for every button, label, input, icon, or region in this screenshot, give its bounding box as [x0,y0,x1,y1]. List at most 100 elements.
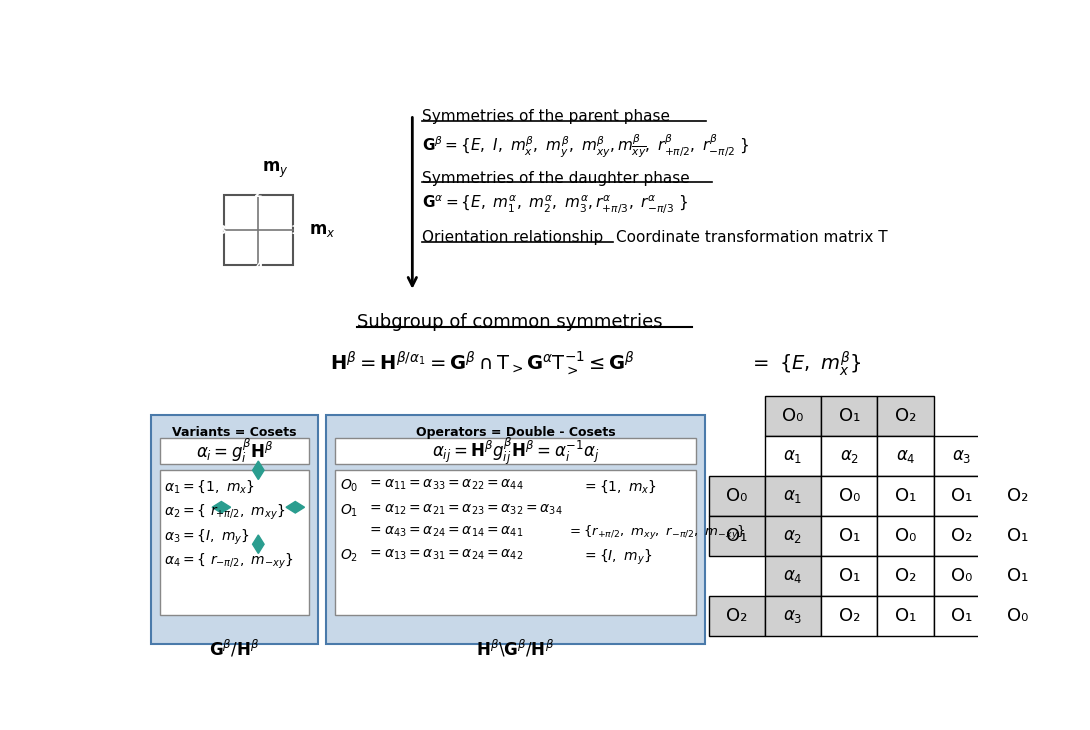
Text: O₂: O₂ [726,607,748,625]
Text: Operators = Double - Cosets: Operators = Double - Cosets [415,426,616,439]
FancyBboxPatch shape [821,436,877,476]
Text: 3: 3 [217,223,226,237]
Text: 1: 1 [291,223,300,237]
FancyBboxPatch shape [934,556,990,596]
Text: $\mathbf{H}^{\beta} = \mathbf{H}^{\beta/\alpha_1} = \mathbf{G}^{\beta} \cap \mat: $\mathbf{H}^{\beta} = \mathbf{H}^{\beta/… [330,350,635,377]
Text: O₂: O₂ [952,527,972,545]
FancyBboxPatch shape [877,436,934,476]
FancyBboxPatch shape [708,476,765,515]
FancyBboxPatch shape [765,596,821,636]
Text: $\alpha_4$: $\alpha_4$ [896,447,916,465]
Text: $= \{I,\ m_y\}$: $= \{I,\ m_y\}$ [582,548,653,566]
Text: $= \alpha_{11} = \alpha_{33} = \alpha_{22} = \alpha_{44}$: $= \alpha_{11} = \alpha_{33} = \alpha_{2… [367,478,523,493]
FancyBboxPatch shape [821,556,877,596]
FancyBboxPatch shape [877,515,934,556]
Text: O₁: O₁ [952,607,972,625]
Text: Variants = Cosets: Variants = Cosets [172,426,296,439]
Text: $\alpha_1$: $\alpha_1$ [784,487,802,504]
FancyBboxPatch shape [877,596,934,636]
Polygon shape [213,502,231,513]
Text: O₁: O₁ [838,407,860,425]
Text: $\alpha_1$: $\alpha_1$ [784,447,802,465]
FancyBboxPatch shape [877,556,934,596]
Text: Orientation relationship: Orientation relationship [422,230,604,245]
FancyBboxPatch shape [708,515,765,556]
Text: Subgroup of common symmetries: Subgroup of common symmetries [356,313,663,331]
FancyBboxPatch shape [934,436,990,476]
FancyBboxPatch shape [160,470,310,615]
Text: $\alpha_4 = \{\ r_{-\pi/2},\ m_{-xy}\}$: $\alpha_4 = \{\ r_{-\pi/2},\ m_{-xy}\}$ [165,552,294,571]
Text: $O_2$: $O_2$ [340,548,359,564]
Text: $\mathbf{m}_y$: $\mathbf{m}_y$ [263,160,289,180]
Text: $\alpha_2$: $\alpha_2$ [839,447,859,465]
FancyBboxPatch shape [877,476,934,515]
FancyBboxPatch shape [326,415,705,645]
FancyBboxPatch shape [765,396,821,436]
Text: O₀: O₀ [895,527,917,545]
Polygon shape [253,535,264,553]
Text: O₀: O₀ [838,487,860,504]
Text: 2: 2 [254,187,263,199]
Text: O₁: O₁ [838,527,860,545]
Text: O₀: O₀ [726,487,748,504]
FancyBboxPatch shape [821,396,877,436]
FancyBboxPatch shape [821,515,877,556]
Text: O₁: O₁ [1007,527,1029,545]
Text: $= \{r_{+\pi/2},\ m_{xy},\ r_{-\pi/2},\ m_{-xy}\}$: $= \{r_{+\pi/2},\ m_{xy},\ r_{-\pi/2},\ … [567,524,746,542]
Text: 4: 4 [254,261,263,274]
FancyBboxPatch shape [336,438,695,464]
Text: $O_0$: $O_0$ [340,478,359,494]
Text: $= \alpha_{13} = \alpha_{31} = \alpha_{24} = \alpha_{42}$: $= \alpha_{13} = \alpha_{31} = \alpha_{2… [367,548,523,561]
FancyBboxPatch shape [821,596,877,636]
FancyBboxPatch shape [990,596,1046,636]
FancyBboxPatch shape [223,196,293,265]
Text: $= \{1,\ m_x\}$: $= \{1,\ m_x\}$ [582,478,657,495]
Polygon shape [253,461,264,480]
Text: $\alpha_3$: $\alpha_3$ [952,447,971,465]
FancyBboxPatch shape [336,470,695,615]
FancyBboxPatch shape [990,515,1046,556]
Text: O₂: O₂ [895,566,917,585]
Text: Symmetries of the daughter phase: Symmetries of the daughter phase [422,171,690,185]
FancyBboxPatch shape [765,556,821,596]
Text: $\alpha_3$: $\alpha_3$ [784,607,803,625]
Text: O₂: O₂ [1007,487,1029,504]
Text: O₁: O₁ [1007,566,1029,585]
FancyBboxPatch shape [765,476,821,515]
Text: O₂: O₂ [895,407,917,425]
Text: $\alpha_3 = \{I,\ m_y\}$: $\alpha_3 = \{I,\ m_y\}$ [165,527,251,547]
Text: $=\ \{E,\ m_x^{\beta}\}$: $=\ \{E,\ m_x^{\beta}\}$ [749,350,861,378]
FancyBboxPatch shape [934,515,990,556]
Text: O₀: O₀ [952,566,972,585]
FancyBboxPatch shape [990,556,1046,596]
FancyBboxPatch shape [150,415,318,645]
FancyBboxPatch shape [934,476,990,515]
Text: O₁: O₁ [895,607,917,625]
Text: $= \alpha_{12} = \alpha_{21} = \alpha_{23} = \alpha_{32} = \alpha_{34}$: $= \alpha_{12} = \alpha_{21} = \alpha_{2… [367,503,562,517]
FancyBboxPatch shape [990,476,1046,515]
FancyBboxPatch shape [934,596,990,636]
Text: O₁: O₁ [952,487,972,504]
Text: $\mathbf{G}^{\beta} = \{E,\ I,\ m_x^{\beta},\ m_y^{\beta},\ m_{xy}^{\beta},m_{\o: $\mathbf{G}^{\beta} = \{E,\ I,\ m_x^{\be… [422,132,750,160]
Polygon shape [286,502,304,513]
Text: $\alpha_2$: $\alpha_2$ [784,527,802,545]
Text: $= \alpha_{43} = \alpha_{24} = \alpha_{14} = \alpha_{41}$: $= \alpha_{43} = \alpha_{24} = \alpha_{1… [367,524,523,539]
Text: $\alpha_1 = \{1,\ m_x\}$: $\alpha_1 = \{1,\ m_x\}$ [165,478,255,495]
Text: O₀: O₀ [783,407,803,425]
Text: $\alpha_{ij} = \mathbf{H}^{\beta}g_{ij}^{\beta}\mathbf{H}^{\beta} = \alpha_i^{-1: $\alpha_{ij} = \mathbf{H}^{\beta}g_{ij}^… [432,435,600,467]
FancyBboxPatch shape [821,476,877,515]
Text: O₁: O₁ [726,527,748,545]
Text: $\alpha_i = g_i^{\beta}\mathbf{H}^{\beta}$: $\alpha_i = g_i^{\beta}\mathbf{H}^{\beta… [196,437,274,465]
Text: $\mathbf{H}^{\beta}\backslash\mathbf{G}^{\beta}/\mathbf{H}^{\beta}$: $\mathbf{H}^{\beta}\backslash\mathbf{G}^… [476,638,555,660]
Text: $\alpha_4$: $\alpha_4$ [784,566,803,585]
Text: O₂: O₂ [838,607,860,625]
FancyBboxPatch shape [765,436,821,476]
FancyBboxPatch shape [708,596,765,636]
Text: O₁: O₁ [838,566,860,585]
Text: $\mathbf{G}^{\beta}/\mathbf{H}^{\beta}$: $\mathbf{G}^{\beta}/\mathbf{H}^{\beta}$ [209,638,259,660]
Text: Coordinate transformation matrix T: Coordinate transformation matrix T [616,230,888,245]
Text: $\mathbf{m}_x$: $\mathbf{m}_x$ [310,221,336,239]
FancyBboxPatch shape [160,438,310,464]
Text: Symmetries of the parent phase: Symmetries of the parent phase [422,110,670,124]
Text: $\alpha_2 = \{\ r_{+\pi/2},\ m_{xy}\}$: $\alpha_2 = \{\ r_{+\pi/2},\ m_{xy}\}$ [165,503,286,522]
